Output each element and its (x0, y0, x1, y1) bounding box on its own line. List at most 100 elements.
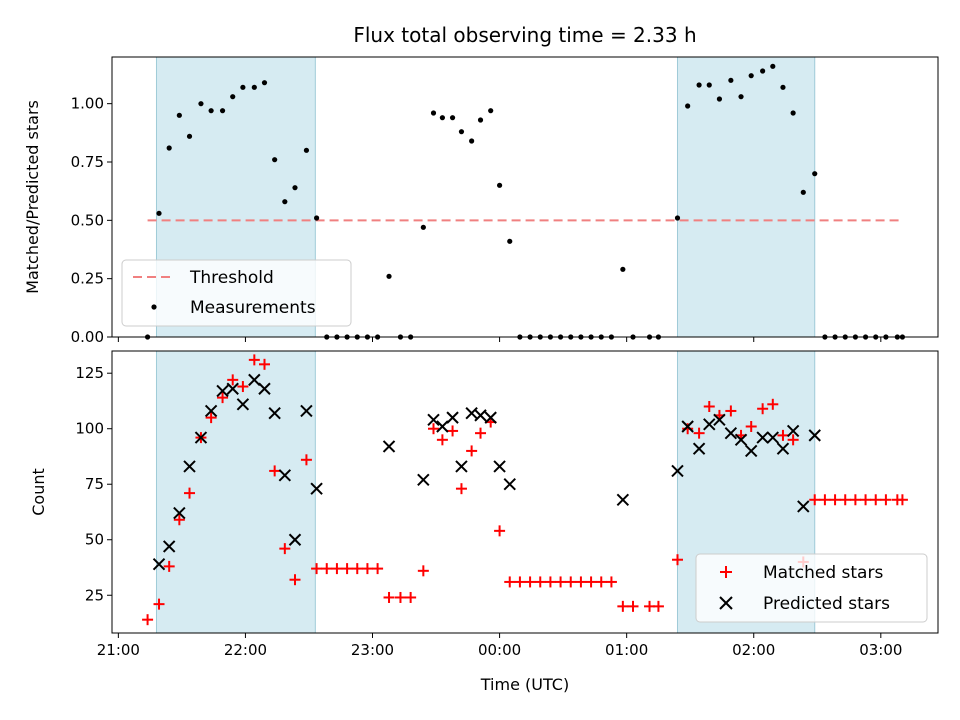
measurement-point (230, 94, 236, 100)
y-tick-label: 0.50 (71, 211, 104, 229)
predicted-stars-point (713, 413, 726, 427)
matched-stars-point (173, 514, 185, 526)
matched-stars-point (447, 425, 459, 437)
matched-stars-point (671, 554, 683, 566)
matched-stars-point (394, 591, 406, 603)
x-tick-label: 03:00 (859, 641, 902, 659)
measurement-point (439, 115, 445, 121)
x-tick-label: 22:00 (224, 641, 267, 659)
measurement-point (272, 157, 278, 163)
predicted-stars-point (204, 404, 218, 418)
legend-predicted-label: Predicted stars (763, 594, 890, 614)
predicted-stars-point (288, 533, 302, 546)
predicted-stars-point (446, 411, 459, 424)
predicted-stars-point (455, 460, 468, 473)
y-tick-label: 100 (75, 420, 104, 438)
matched-stars-point (217, 392, 229, 404)
measurement-point (496, 182, 503, 188)
matched-stars-point (627, 600, 639, 612)
measurement-point (800, 189, 806, 195)
measurement-point (219, 108, 226, 114)
bottom-legend: Matched stars Predicted stars (695, 553, 928, 623)
predicted-stars-point (417, 473, 430, 486)
matched-stars-point (289, 574, 301, 586)
y-tick-label: 0.00 (71, 328, 104, 346)
y-tick-label: 25 (85, 586, 104, 604)
matched-stars-point (361, 563, 373, 575)
matched-stars-point (745, 420, 757, 432)
matched-stars-point (205, 412, 217, 424)
measurement-point (477, 117, 484, 123)
matched-stars-point (703, 401, 715, 413)
measurement-point (685, 103, 691, 109)
predicted-stars-point (216, 384, 229, 398)
matched-stars-point (269, 465, 281, 477)
predicted-stars-point (797, 500, 810, 513)
predicted-stars-point (703, 418, 716, 431)
matched-stars-point (351, 563, 363, 575)
matched-stars-point (652, 600, 664, 612)
x-tick-label: 01:00 (605, 641, 648, 659)
predicted-stars-point (724, 426, 738, 440)
predicted-stars-point (474, 409, 487, 422)
predicted-stars-point (776, 442, 790, 455)
top-legend: Threshold Measurements (121, 259, 352, 327)
measurement-point (770, 63, 776, 69)
measurement-point (812, 171, 818, 177)
predicted-stars-point (616, 493, 630, 506)
legend-measurements-swatch (151, 304, 157, 310)
measurement-point (706, 82, 712, 88)
shaded-interval (676, 56, 816, 338)
matched-stars-point (142, 614, 154, 626)
predicted-stars-point (671, 464, 684, 478)
matched-stars-point (417, 565, 429, 577)
measurement-point (458, 129, 465, 135)
matched-stars-point (248, 354, 260, 366)
matched-stars-point (839, 494, 851, 506)
x-tick-label: 23:00 (351, 641, 394, 659)
matched-stars-point (321, 563, 333, 575)
matched-stars-point (819, 494, 831, 506)
matched-stars-point (311, 563, 323, 575)
matched-stars-point (163, 560, 175, 572)
predicted-stars-point (744, 444, 758, 458)
matched-stars-point (372, 563, 384, 575)
predicted-stars-point (734, 433, 748, 447)
matched-stars-point (787, 434, 799, 446)
measurement-point (292, 185, 298, 191)
measurement-point (166, 145, 172, 151)
matched-stars-point (153, 598, 165, 610)
measurement-point (386, 273, 392, 279)
legend-matched-label: Matched stars (763, 563, 883, 583)
measurement-point (507, 238, 513, 244)
measurement-point (488, 108, 494, 114)
shaded-interval (155, 350, 316, 634)
matched-stars-point (475, 427, 487, 439)
measurement-point (696, 82, 702, 88)
matched-stars-point (341, 563, 353, 575)
measurement-point (780, 84, 786, 90)
matched-stars-point (524, 576, 536, 588)
predicted-stars-point (465, 406, 478, 420)
measurement-point (208, 108, 214, 114)
top-panel: 0.00 0.25 0.50 0.75 1.00 Flux total observin… (23, 23, 939, 346)
measurement-point (251, 84, 257, 90)
matched-stars-point (184, 487, 196, 499)
matched-stars-point (880, 494, 892, 506)
y-tick-label: 0.25 (71, 270, 104, 288)
matched-stars-point (555, 576, 567, 588)
top-y-axis-label: Matched/Predicted stars (23, 100, 42, 294)
matched-stars-point (455, 483, 467, 495)
measurement-point (261, 80, 268, 86)
predicted-stars-point (493, 460, 506, 473)
matched-stars-point (428, 423, 440, 435)
measurement-point (674, 215, 681, 221)
y-tick-label: 0.75 (71, 153, 104, 171)
matched-stars-point (605, 576, 617, 588)
matched-stars-point (725, 405, 737, 417)
measurement-point (303, 147, 310, 153)
matched-stars-point (777, 429, 789, 441)
measurement-point (313, 215, 320, 221)
measurement-point (760, 68, 766, 74)
y-tick-label: 75 (85, 475, 104, 493)
